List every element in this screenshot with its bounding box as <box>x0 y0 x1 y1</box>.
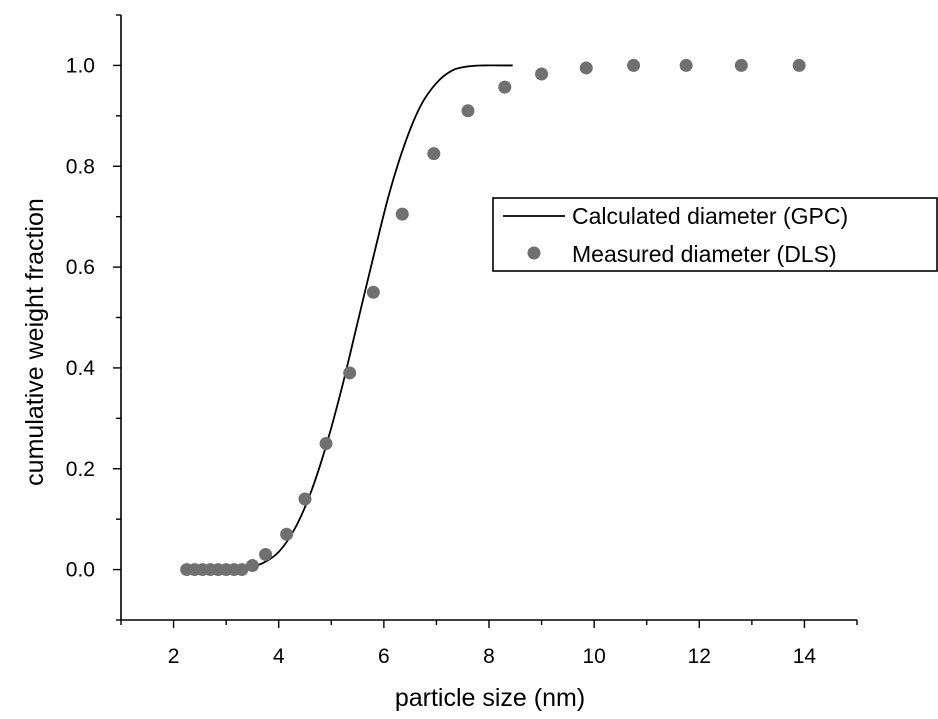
y-axis-title: cumulative weight fraction <box>21 198 49 486</box>
dls-data-point <box>298 492 312 506</box>
dls-data-point <box>792 58 806 72</box>
x-tick-label: 2 <box>168 645 180 668</box>
legend-label-gpc: Calculated diameter (GPC) <box>572 203 848 229</box>
dls-data-point <box>319 437 333 451</box>
y-tick-label: 1.0 <box>66 54 95 77</box>
axes: 2 4 6 8 10 12 14 0.0 0.2 0.4 0.6 0.8 1.0 <box>66 14 858 668</box>
dls-data-point <box>280 527 294 541</box>
dls-data-point <box>627 58 641 72</box>
legend-marker-swatch <box>527 246 541 260</box>
gpc-curve <box>184 64 513 571</box>
x-tick-label: 12 <box>688 645 711 668</box>
dls-data-point <box>461 104 475 118</box>
legend: Calculated diameter (GPC) Measured diame… <box>492 197 938 272</box>
y-tick-label: 0.6 <box>66 256 95 279</box>
dls-data-point <box>395 207 409 221</box>
x-tick-label: 10 <box>582 645 605 668</box>
plot-series <box>180 58 806 577</box>
dls-data-point <box>734 58 748 72</box>
y-tick-label: 0.8 <box>66 155 95 178</box>
dls-data-point <box>535 67 549 81</box>
x-tick-label: 14 <box>793 645 817 668</box>
x-tick-label: 6 <box>378 645 390 668</box>
dls-data-point <box>498 80 512 94</box>
legend-label-dls: Measured diameter (DLS) <box>572 241 837 267</box>
dls-data-point <box>427 147 441 161</box>
dls-data-point <box>235 563 249 577</box>
y-tick-label: 0.4 <box>66 357 96 380</box>
x-tick-label: 4 <box>273 645 285 668</box>
dls-data-point <box>679 58 693 72</box>
y-tick-label: 0.0 <box>66 559 95 582</box>
x-axis-title: particle size (nm) <box>395 684 585 712</box>
x-tick-label: 8 <box>483 645 495 668</box>
y-tick-label: 0.2 <box>66 458 95 481</box>
dls-data-point <box>343 366 357 380</box>
legend-box <box>492 197 938 272</box>
dls-data-point <box>366 285 380 299</box>
dls-data-point <box>259 547 273 561</box>
dls-data-point <box>245 559 259 573</box>
dls-data-point <box>579 61 593 75</box>
